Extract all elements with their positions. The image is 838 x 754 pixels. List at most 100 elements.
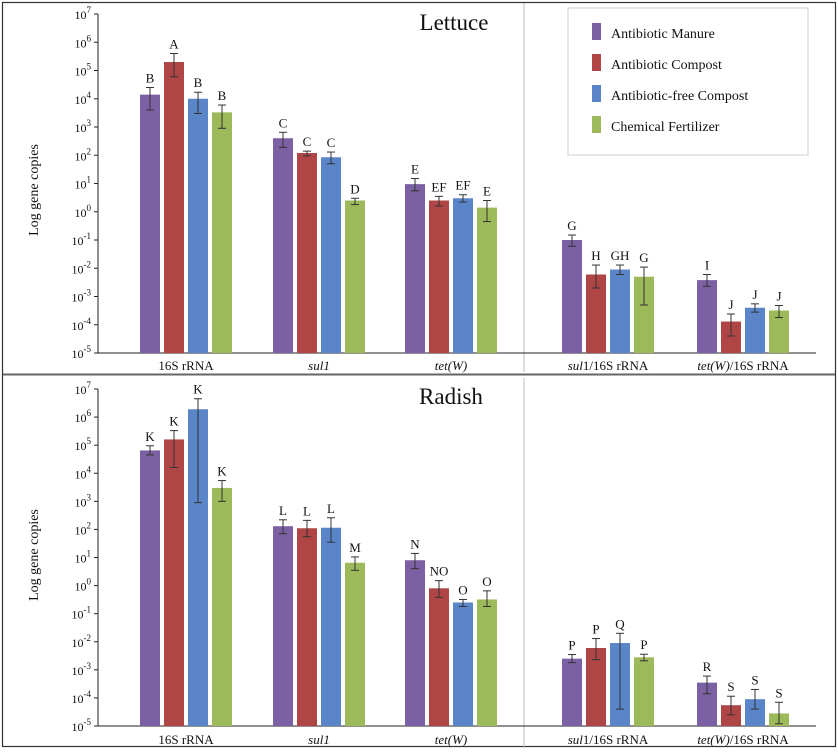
legend-label: Antibiotic-free Compost — [611, 89, 748, 104]
legend-box — [567, 7, 809, 156]
group-label: tet(W)/16S rRNA — [697, 358, 789, 373]
y-tick-label: 104 — [75, 90, 92, 107]
y-tick-label: 10-1 — [72, 231, 92, 248]
bar — [405, 184, 425, 353]
panel-title: Lettuce — [420, 10, 489, 35]
significance-letter: P — [592, 622, 599, 637]
y-tick-label: 10-5 — [72, 717, 92, 734]
y-tick-label: 102 — [75, 146, 92, 163]
bar — [188, 409, 208, 726]
group-label: 16S rRNA — [158, 732, 214, 747]
group-label: sul1 — [308, 732, 330, 747]
legend-swatch — [592, 23, 601, 40]
significance-letter: H — [591, 248, 600, 263]
y-tick-label: 10-4 — [72, 316, 92, 333]
significance-letter: K — [145, 429, 155, 444]
bar — [405, 560, 425, 726]
bar-group: PP QP — [562, 616, 654, 726]
bar — [429, 200, 449, 353]
bar — [453, 198, 473, 353]
significance-letter: M — [349, 540, 361, 555]
significance-letter: L — [303, 503, 311, 518]
bar — [140, 450, 160, 726]
y-tick-label: 106 — [75, 408, 92, 425]
significance-letter: O — [458, 582, 467, 597]
bar — [273, 526, 293, 726]
bar — [188, 98, 208, 353]
bar — [721, 705, 741, 726]
y-tick-label: 10-3 — [72, 288, 92, 305]
y-tick-label: 101 — [75, 549, 92, 566]
significance-letter: G — [639, 250, 648, 265]
bar — [297, 153, 317, 353]
significance-letter: K — [193, 382, 203, 397]
significance-letter: L — [327, 501, 335, 516]
group-label: tet(W) — [435, 358, 467, 373]
significance-letter: B — [194, 75, 203, 90]
legend-swatch — [592, 116, 601, 133]
significance-letter: EF — [455, 178, 470, 193]
significance-letter: NO — [430, 564, 449, 579]
group-label: 16S rRNA — [158, 358, 214, 373]
legend-label: Antibiotic Manure — [611, 27, 715, 42]
bar — [586, 647, 606, 726]
bar — [769, 310, 789, 353]
significance-letter: C — [303, 134, 312, 149]
panel-lettuce: 10-5 10-4 10-3 10-2 10-1 100 101 102 103 104 105 10… — [27, 3, 816, 373]
y-tick-label: 100 — [75, 577, 92, 594]
bar-group: E EF EF E — [405, 162, 497, 353]
significance-letter: G — [567, 218, 576, 233]
y-tick-label: 10-4 — [72, 689, 92, 706]
y-tick-label: 10-2 — [72, 633, 92, 650]
significance-letter: B — [218, 88, 227, 103]
group-label: sul1/16S rRNA — [568, 732, 649, 747]
y-tick-label: 102 — [75, 520, 92, 537]
y-tick-label: 10-3 — [72, 661, 92, 678]
significance-letter: N — [410, 536, 420, 551]
bar — [634, 276, 654, 353]
y-tick-label: 105 — [75, 62, 92, 79]
bar-group: I J J J — [697, 258, 789, 353]
legend-label: Antibiotic Compost — [611, 58, 722, 73]
significance-letter: C — [279, 115, 288, 130]
significance-letter: Q — [615, 616, 625, 631]
bar — [697, 682, 717, 726]
y-tick-label: 101 — [75, 175, 92, 192]
bar — [140, 94, 160, 353]
y-tick-label: 107 — [75, 380, 92, 397]
significance-letter: A — [169, 36, 179, 51]
bar — [212, 112, 232, 353]
bar — [745, 699, 765, 726]
bar-group: L L L M — [273, 501, 365, 726]
group-label: sul1/16S rRNA — [568, 358, 649, 373]
significance-letter: J — [752, 287, 757, 302]
significance-letter: C — [327, 135, 336, 150]
bar — [477, 207, 497, 353]
y-tick-label: 107 — [75, 5, 92, 22]
significance-letter: P — [568, 638, 575, 653]
bar — [164, 61, 184, 353]
y-tick-label: 10-5 — [72, 344, 92, 361]
significance-letter: E — [411, 162, 419, 177]
y-tick-label: 100 — [75, 203, 92, 220]
bar — [345, 562, 365, 726]
bar — [610, 269, 630, 353]
significance-letter: E — [483, 184, 491, 199]
bar — [562, 240, 582, 353]
bar-group: GH GH G — [562, 218, 654, 353]
legend-swatch — [592, 54, 601, 71]
significance-letter: D — [350, 181, 359, 196]
legend-label: Chemical Fertilizer — [611, 120, 720, 135]
bar — [453, 602, 473, 726]
bar — [745, 307, 765, 353]
significance-letter: GH — [611, 248, 630, 263]
bar — [164, 439, 184, 726]
significance-letter: J — [728, 297, 733, 312]
bar — [297, 528, 317, 726]
significance-letter: K — [217, 464, 227, 479]
group-label: tet(W)/16S rRNA — [697, 732, 789, 747]
